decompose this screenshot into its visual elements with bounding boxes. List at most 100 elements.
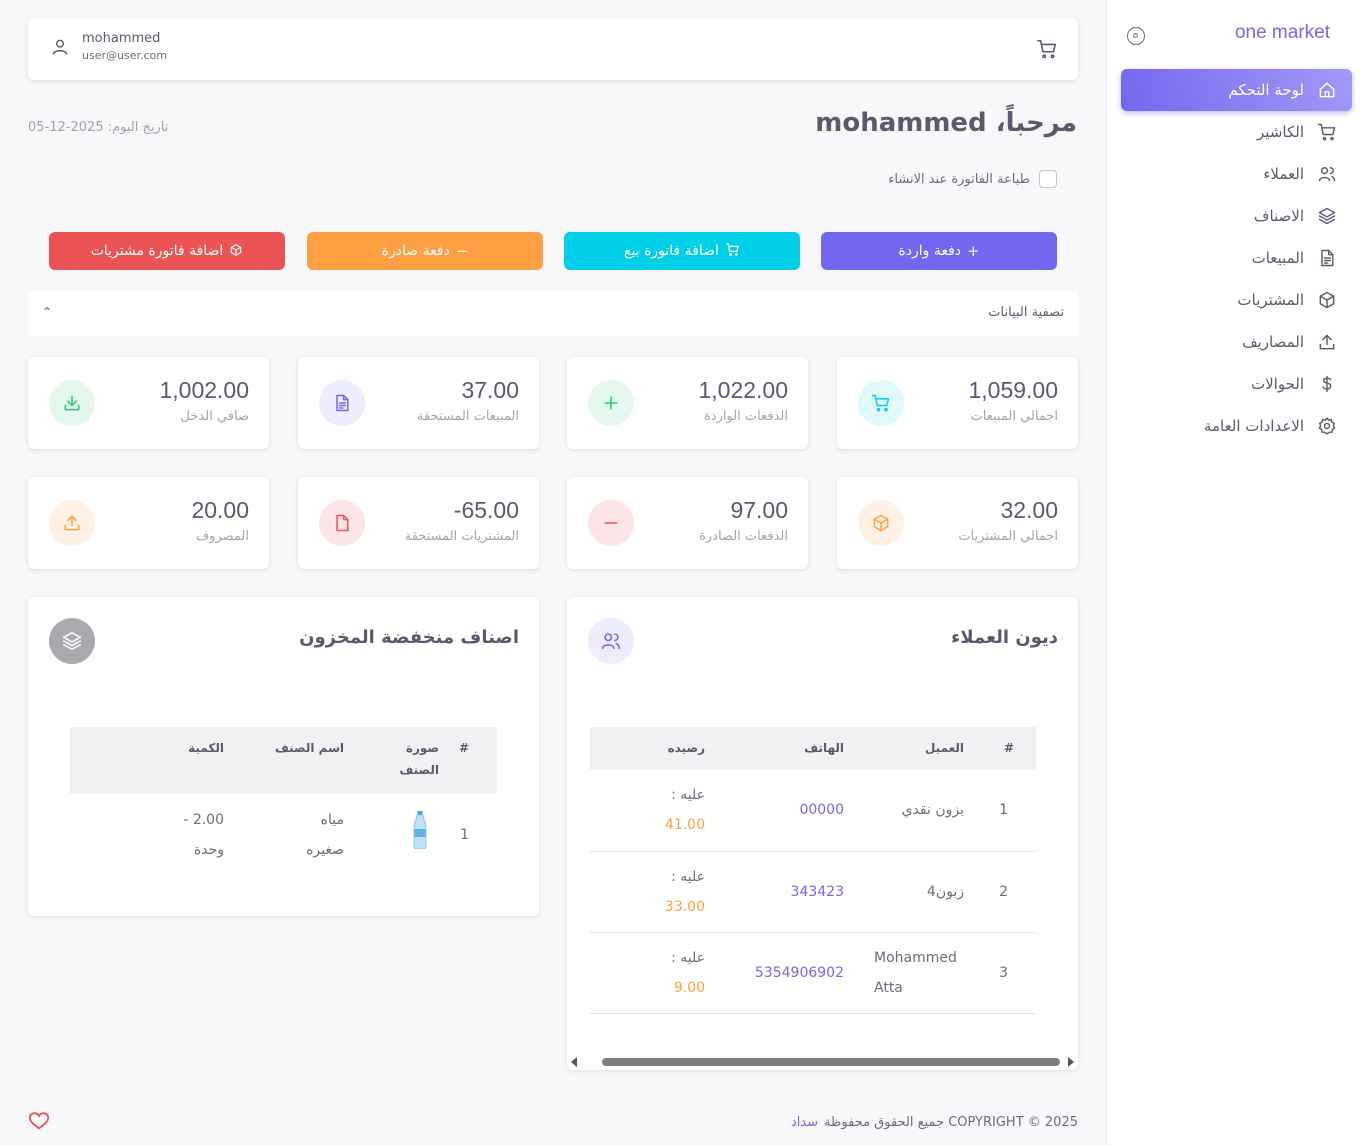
row-phone-link[interactable]: 00000 xyxy=(799,802,844,819)
sidebar-item-clients[interactable]: العملاء xyxy=(1121,153,1352,195)
footer-brand-link[interactable]: سداد xyxy=(790,1115,819,1130)
scrollbar-thumb[interactable] xyxy=(602,1058,1060,1066)
box-icon xyxy=(229,243,243,260)
table-row[interactable]: 1 مياه صغيره 2.00 - وحدة xyxy=(70,794,497,876)
row-qty-text: 2.00 - وحدة xyxy=(183,812,224,858)
user-menu[interactable]: mohammed user@user.com xyxy=(50,30,167,64)
dollar-icon xyxy=(1316,373,1338,395)
horizontal-scrollbar[interactable] xyxy=(567,1054,1078,1070)
row-phone-link[interactable]: 343423 xyxy=(790,883,844,900)
row-client: زبون4 xyxy=(844,851,976,933)
top-navbar: mohammed user@user.com xyxy=(28,18,1078,80)
col-header-image: صورة الصنف xyxy=(344,727,439,794)
sidebar-item-dashboard[interactable]: لوحة التحكم xyxy=(1121,69,1352,111)
print-invoice-checkbox[interactable] xyxy=(1039,170,1057,188)
heart-icon xyxy=(28,1110,50,1136)
footer-copyright: COPYRIGHT © 2025 جميع الحقوق محفوظة xyxy=(824,1115,1078,1130)
brand-logo[interactable]: one market xyxy=(1234,22,1330,43)
sidebar-item-items[interactable]: الاصناف xyxy=(1121,195,1352,237)
sidebar-item-label: لوحة التحكم xyxy=(1228,81,1304,99)
stat-outgoing-payments: 97.00 الدفعات الصادرة xyxy=(567,477,808,569)
chevron-up-icon[interactable]: ⌃ xyxy=(42,305,53,319)
stat-label: اجمالي المبيعات xyxy=(970,409,1058,424)
sidebar-item-label: العملاء xyxy=(1263,165,1304,183)
button-label: اضافة فاتورة بيع xyxy=(624,243,719,259)
scroll-left-arrow[interactable] xyxy=(571,1057,577,1067)
stat-label: صافي الدخل xyxy=(180,409,249,424)
stat-label: الدفعات الواردة xyxy=(704,409,788,424)
sidebar-item-label: المبيعات xyxy=(1251,249,1304,267)
sidebar-item-label: الاصناف xyxy=(1253,207,1304,225)
stat-total-sales: 1,059.00 اجمالي المبيعات xyxy=(837,357,1078,449)
sidebar-item-sales[interactable]: المبيعات xyxy=(1121,237,1352,279)
row-name: مياه صغيره xyxy=(224,794,344,876)
filter-title: تصفية البيانات xyxy=(988,305,1064,320)
sale-invoice-button[interactable]: اضافة فاتورة بيع xyxy=(564,232,800,270)
stat-value: 97.00 xyxy=(730,497,788,523)
button-label: اضافة فاتورة مشتريات xyxy=(90,243,224,259)
stat-value: -65.00 xyxy=(453,497,519,523)
incoming-payment-button[interactable]: + دفعة واردة xyxy=(821,232,1057,270)
cart-icon xyxy=(1037,39,1057,59)
navbar-cart[interactable] xyxy=(1036,38,1058,64)
row-owe-amount: 41.00 xyxy=(664,817,705,834)
stat-label: المشتريات المستحقة xyxy=(404,529,519,544)
sidebar-item-purchases[interactable]: المشتريات xyxy=(1121,279,1352,321)
layers-icon xyxy=(49,618,95,664)
outgoing-payment-button[interactable]: − دفعة صادرة xyxy=(307,232,543,270)
col-header-phone: الهاتف xyxy=(705,727,844,770)
stat-sales-due: 37.00 المبيعات المستحقة xyxy=(298,357,539,449)
upload-icon xyxy=(1316,331,1338,353)
print-invoice-option: طباعة الفاتورة عند الانشاء xyxy=(888,170,1057,188)
row-num: 3 xyxy=(976,932,1036,1014)
file-icon xyxy=(1316,247,1338,269)
sidebar-item-settings[interactable]: الاعدادات العامة xyxy=(1121,405,1352,447)
col-header-name: اسم الصنف xyxy=(224,727,344,794)
user-email: user@user.com xyxy=(82,49,167,62)
row-owe-amount: 9.00 xyxy=(673,979,705,996)
box-icon xyxy=(858,500,904,546)
box-icon xyxy=(1316,289,1338,311)
file-icon xyxy=(319,500,365,546)
stat-value: 37.00 xyxy=(461,377,519,403)
water-bottle-image xyxy=(413,810,427,849)
sidebar-item-transfers[interactable]: الحوالات xyxy=(1121,363,1352,405)
stat-purchases-due: -65.00 المشتريات المستحقة xyxy=(298,477,539,569)
stat-label: اجمالي المشتريات xyxy=(958,529,1058,544)
sidebar-item-label: الكاشير xyxy=(1257,123,1304,141)
users-icon xyxy=(588,618,634,664)
user-name: mohammed xyxy=(82,31,161,46)
row-client: بزون نقدي xyxy=(844,770,976,852)
today-date: تاريخ اليوم: 2025-12-05 xyxy=(28,120,169,135)
row-image xyxy=(344,794,439,876)
stat-value: 20.00 xyxy=(191,497,249,523)
row-name-text: مياه صغيره xyxy=(306,812,344,858)
filter-panel[interactable]: تصفية البيانات ⌃ xyxy=(28,291,1078,336)
low-stock-table: # صورة الصنف اسم الصنف الكمية 1 مياه صغي… xyxy=(70,727,497,876)
row-num: 2 xyxy=(976,851,1036,933)
plus-icon xyxy=(588,380,634,426)
footer: COPYRIGHT © 2025 جميع الحقوق محفوظة سداد xyxy=(791,1115,1078,1130)
col-header-balance: رصيده xyxy=(590,727,705,770)
row-phone-link[interactable]: 5354906902 xyxy=(754,964,844,981)
sidebar-toggle-icon[interactable] xyxy=(1127,27,1145,45)
table-row[interactable]: 2 زبون4 343423 عليه : 33.00 xyxy=(590,851,1036,933)
col-header-num: # xyxy=(976,727,1036,770)
table-row[interactable]: 1 بزون نقدي 00000 عليه : 41.00 xyxy=(590,770,1036,852)
sidebar-item-expenses[interactable]: المصاريف xyxy=(1121,321,1352,363)
sidebar-item-cashier[interactable]: الكاشير xyxy=(1121,111,1352,153)
purchase-invoice-button[interactable]: اضافة فاتورة مشتريات xyxy=(49,232,285,270)
stat-value: 1,002.00 xyxy=(159,377,249,403)
stat-incoming-payments: 1,022.00 الدفعات الواردة xyxy=(567,357,808,449)
panel-title: اصناف منخفضة المخزون xyxy=(299,627,519,648)
col-header-num: # xyxy=(439,727,497,794)
sidebar-item-label: الحوالات xyxy=(1250,375,1304,393)
scroll-right-arrow[interactable] xyxy=(1068,1057,1074,1067)
user-icon xyxy=(52,39,68,55)
print-invoice-label: طباعة الفاتورة عند الانشاء xyxy=(888,171,1030,187)
table-row[interactable]: 3 Mohammed Atta 5354906902 عليه : 9.00 xyxy=(590,932,1036,1014)
row-owe-label: عليه : xyxy=(671,787,705,804)
stat-net-income: 1,002.00 صافي الدخل xyxy=(28,357,269,449)
stat-label: المصروف xyxy=(195,529,249,544)
row-num: 1 xyxy=(976,770,1036,852)
